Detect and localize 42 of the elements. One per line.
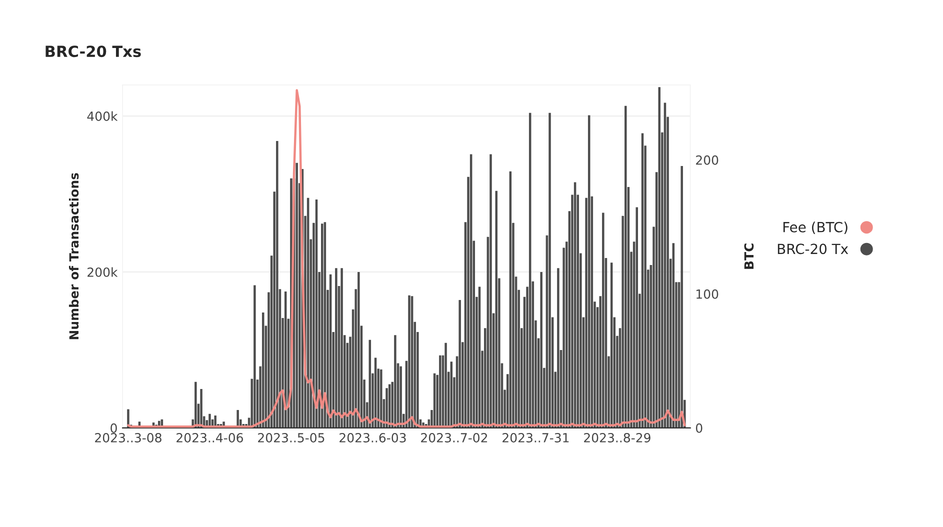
bar bbox=[194, 382, 197, 428]
y2-tick-label: 100 bbox=[696, 289, 718, 299]
x-tick-label: 2023..8-29 bbox=[584, 433, 650, 442]
bar bbox=[624, 106, 627, 428]
y2-tick-label: 200 bbox=[696, 155, 718, 165]
x-tick-label: 2023..3-08 bbox=[95, 433, 162, 442]
bar bbox=[380, 369, 382, 428]
chart-title: BRC-20 Txs bbox=[46, 46, 141, 58]
bar bbox=[335, 268, 338, 428]
bar bbox=[276, 140, 278, 428]
y2-tick-label: 0 bbox=[696, 423, 702, 433]
bar bbox=[200, 388, 202, 428]
x-tick-label: 2023..7-02 bbox=[421, 433, 488, 442]
bar bbox=[490, 154, 492, 428]
y-tick-label: 400k bbox=[87, 111, 118, 121]
x-tick-label: 2023..5-05 bbox=[258, 433, 324, 442]
bar bbox=[548, 112, 551, 428]
legend-label: Fee (BTC) bbox=[783, 222, 848, 234]
bar bbox=[358, 272, 360, 428]
bar bbox=[408, 295, 410, 428]
bar bbox=[495, 190, 498, 428]
x-tick-label: 2023..6-03 bbox=[340, 433, 406, 442]
bar bbox=[557, 268, 560, 428]
bar bbox=[458, 300, 461, 428]
bar bbox=[254, 285, 256, 428]
bar bbox=[394, 335, 396, 428]
line-series bbox=[127, 89, 686, 428]
y2-axis-title: BTC bbox=[744, 244, 754, 269]
bar bbox=[680, 166, 683, 428]
bar bbox=[400, 366, 402, 428]
bar bbox=[540, 272, 542, 428]
legend-label: BRC-20 Tx bbox=[778, 244, 848, 254]
x-tick-label: 2023..7-31 bbox=[502, 433, 569, 442]
bar bbox=[386, 388, 388, 428]
bar bbox=[340, 268, 343, 428]
bar bbox=[602, 212, 604, 428]
y-tick-label: 200k bbox=[88, 267, 118, 277]
bar bbox=[658, 87, 660, 428]
y-axis-title: Number of Transactions bbox=[68, 173, 79, 340]
x-tick-label: 2023..4-06 bbox=[176, 433, 243, 442]
y-tick-label: 0 bbox=[110, 423, 117, 433]
bar bbox=[296, 162, 298, 428]
